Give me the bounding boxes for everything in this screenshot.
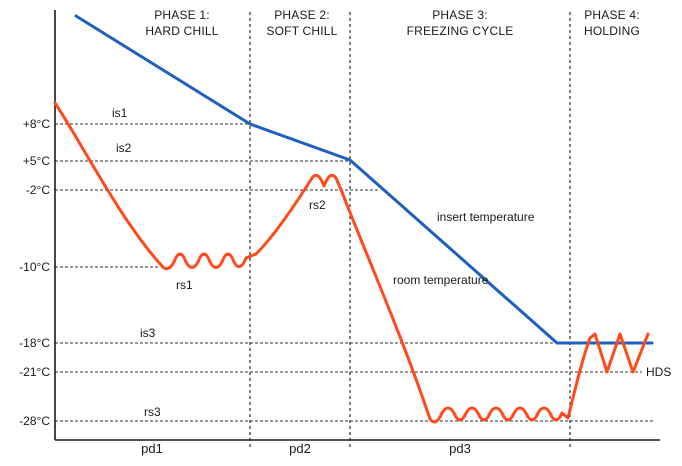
y-label-plus8: +8°C xyxy=(23,117,50,131)
phase-1-subtitle: HARD CHILL xyxy=(145,24,218,38)
phase-2-subtitle: SOFT CHILL xyxy=(266,24,337,38)
label-rs3: rs3 xyxy=(144,405,161,419)
duration-labels: pd1 pd2 pd3 xyxy=(141,441,471,456)
label-is2: is2 xyxy=(116,141,132,155)
y-label-minus21: -21°C xyxy=(19,365,50,379)
insert-temperature-curve xyxy=(74,14,654,345)
phase-4-subtitle: HOLDING xyxy=(584,24,640,38)
phase-dividers xyxy=(249,12,571,450)
label-rs2: rs2 xyxy=(309,198,326,212)
label-is3: is3 xyxy=(140,326,156,340)
label-pd1: pd1 xyxy=(141,441,163,456)
label-rs1: rs1 xyxy=(176,278,193,292)
phase-3-subtitle: FREEZING CYCLE xyxy=(407,24,514,38)
y-label-minus18: -18°C xyxy=(19,336,50,350)
room-temperature-label: room temperature xyxy=(393,273,489,287)
axes xyxy=(54,10,660,441)
label-is1: is1 xyxy=(112,106,128,120)
phase-3-title: PHASE 3: xyxy=(432,8,488,22)
label-pd3: pd3 xyxy=(449,441,471,456)
label-pd2: pd2 xyxy=(289,441,311,456)
insert-temperature-label: insert temperature xyxy=(437,210,535,224)
phase-2-title: PHASE 2: xyxy=(274,8,330,22)
reference-lines xyxy=(55,123,655,422)
phase-headers: PHASE 1: HARD CHILL PHASE 2: SOFT CHILL … xyxy=(145,8,640,38)
label-hds: HDS xyxy=(646,365,671,379)
phase-4-title: PHASE 4: xyxy=(584,8,640,22)
y-label-minus10: -10°C xyxy=(19,260,50,274)
y-label-minus2: -2°C xyxy=(26,183,50,197)
curve-labels: insert temperature room temperature xyxy=(393,210,535,287)
y-axis-labels: +8°C +5°C -2°C -10°C -18°C -21°C -28°C xyxy=(19,117,50,428)
room-temperature-curve xyxy=(53,101,650,424)
phase-1-title: PHASE 1: xyxy=(154,8,210,22)
y-label-minus28: -28°C xyxy=(19,414,50,428)
y-label-plus5: +5°C xyxy=(23,154,50,168)
setpoint-labels: is1 is2 rs1 rs2 is3 rs3 HDS xyxy=(112,106,671,419)
